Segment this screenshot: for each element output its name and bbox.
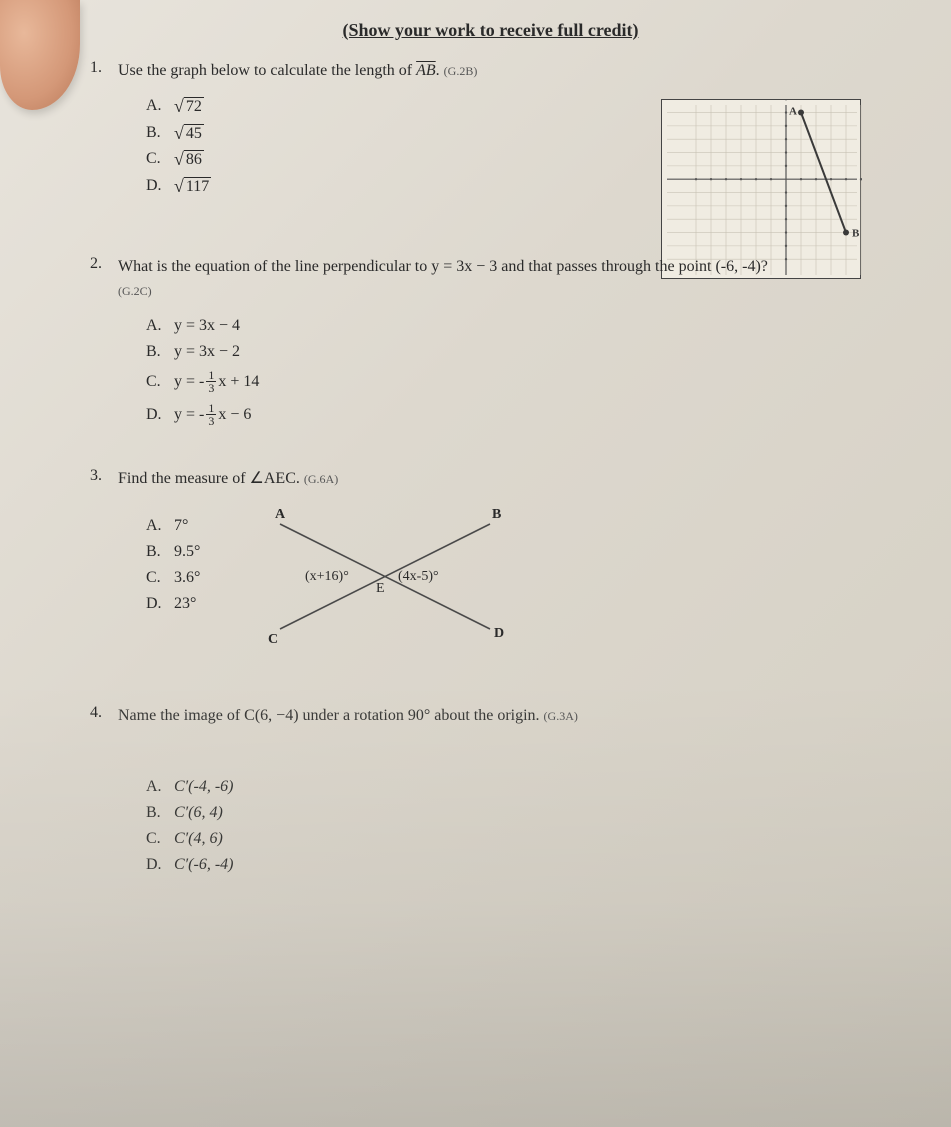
q4-prompt-wrap: Name the image of C(6, −4) under a rotat… [118, 704, 578, 728]
q3-b-text: 9.5° [174, 543, 200, 561]
q2-choice-d: D. y = - 1 3 x − 6 [146, 402, 891, 427]
fraction-icon: 1 3 [206, 402, 216, 427]
q3-number: 3. [90, 467, 118, 485]
q1-d-letter: D. [146, 177, 174, 195]
q4-choice-d: D. C′(-6, -4) [146, 856, 891, 874]
q3-diagram-svg: A B C D E (x+16)° (4x-5)° [230, 499, 530, 649]
svg-text:D: D [494, 626, 504, 641]
q2-standard: (G.2C) [118, 284, 152, 298]
q3-b-letter: B. [146, 543, 174, 561]
svg-text:B: B [852, 228, 860, 240]
q4-choice-b: B. C′(6, 4) [146, 804, 891, 822]
q1-prompt-pre: Use the graph below to calculate the len… [118, 62, 416, 79]
q4-b-text: C′(6, 4) [174, 804, 223, 822]
svg-text:A: A [789, 106, 797, 118]
fraction-icon: 1 3 [206, 369, 216, 394]
q2-c-letter: C. [146, 373, 174, 391]
q2-c-post: x + 14 [218, 373, 259, 391]
q2-prompt: What is the equation of the line perpend… [118, 258, 768, 275]
svg-text:A: A [275, 507, 286, 522]
q4-number: 4. [90, 704, 118, 722]
q4-a-text: C′(-4, -6) [174, 778, 233, 796]
q1-a-radicand: 72 [184, 97, 204, 116]
q1-prompt: Use the graph below to calculate the len… [118, 59, 477, 83]
q1-graph-svg: AB [662, 100, 862, 280]
q4-d-text: C′(-6, -4) [174, 856, 233, 874]
q1-c-letter: C. [146, 150, 174, 168]
q2-number: 2. [90, 255, 118, 273]
q3-d-text: 23° [174, 595, 196, 613]
q3-choice-a: A. 7° [146, 517, 200, 535]
q3-diagram: A B C D E (x+16)° (4x-5)° [230, 499, 530, 654]
q1-graph: AB [661, 99, 861, 279]
question-4: 4. Name the image of C(6, −4) under a ro… [90, 704, 891, 874]
q3-choice-d: D. 23° [146, 595, 200, 613]
q2-d-pre: y = - [174, 406, 204, 424]
question-1: 1. Use the graph below to calculate the … [90, 59, 891, 195]
svg-text:(x+16)°: (x+16)° [305, 569, 349, 584]
q2-d-post: x − 6 [218, 406, 251, 424]
q3-standard: (G.6A) [304, 472, 338, 486]
q2-choice-b: B. y = 3x − 2 [146, 343, 891, 361]
sqrt-icon: √45 [174, 124, 204, 143]
q2-d-letter: D. [146, 406, 174, 424]
q4-choices: A. C′(-4, -6) B. C′(6, 4) C. C′(4, 6) D.… [146, 778, 891, 874]
svg-text:C: C [268, 632, 278, 647]
q4-a-letter: A. [146, 778, 174, 796]
q3-choice-c: C. 3.6° [146, 569, 200, 587]
q3-a-letter: A. [146, 517, 174, 535]
q2-a-letter: A. [146, 317, 174, 335]
q3-a-text: 7° [174, 517, 188, 535]
sqrt-icon: √72 [174, 97, 204, 116]
q1-a-letter: A. [146, 97, 174, 115]
q1-standard: (G.2B) [444, 64, 478, 78]
q3-prompt-wrap: Find the measure of ∠AEC. (G.6A) [118, 467, 338, 491]
q3-c-letter: C. [146, 569, 174, 587]
q1-c-radicand: 86 [184, 150, 204, 169]
question-2: 2. What is the equation of the line perp… [90, 255, 891, 427]
sqrt-icon: √117 [174, 177, 211, 196]
question-3: 3. Find the measure of ∠AEC. (G.6A) A. 7… [90, 467, 891, 654]
q2-choice-c: C. y = - 1 3 x + 14 [146, 369, 891, 394]
q2-b-text: y = 3x − 2 [174, 343, 240, 361]
q4-d-letter: D. [146, 856, 174, 874]
q4-c-text: C′(4, 6) [174, 830, 223, 848]
q2-choices: A. y = 3x − 4 B. y = 3x − 2 C. y = - 1 3… [146, 317, 891, 427]
q2-b-letter: B. [146, 343, 174, 361]
q3-c-text: 3.6° [174, 569, 200, 587]
q4-standard: (G.3A) [544, 709, 578, 723]
q2-prompt-wrap: What is the equation of the line perpend… [118, 255, 768, 303]
q4-choice-c: C. C′(4, 6) [146, 830, 891, 848]
q1-b-letter: B. [146, 124, 174, 142]
page-content: (Show your work to receive full credit) … [0, 0, 951, 954]
q2-choice-a: A. y = 3x − 4 [146, 317, 891, 335]
q1-b-radicand: 45 [184, 124, 204, 143]
q3-choice-b: B. 9.5° [146, 543, 200, 561]
page-header: (Show your work to receive full credit) [90, 20, 891, 41]
q1-d-radicand: 117 [184, 177, 211, 196]
svg-text:E: E [376, 581, 385, 596]
q2-c-pre: y = - [174, 373, 204, 391]
sqrt-icon: √86 [174, 150, 204, 169]
q3-prompt: Find the measure of ∠AEC. [118, 470, 304, 487]
q4-choice-a: A. C′(-4, -6) [146, 778, 891, 796]
q2-c-den: 3 [206, 382, 216, 394]
q3-choices: A. 7° B. 9.5° C. 3.6° D. 23° [146, 509, 200, 621]
q4-b-letter: B. [146, 804, 174, 822]
q4-prompt: Name the image of C(6, −4) under a rotat… [118, 707, 544, 724]
q1-segment: AB [416, 62, 436, 79]
svg-text:B: B [492, 507, 501, 522]
q1-number: 1. [90, 59, 118, 77]
svg-text:(4x-5)°: (4x-5)° [398, 569, 439, 584]
q4-c-letter: C. [146, 830, 174, 848]
q2-d-den: 3 [206, 415, 216, 427]
q2-a-text: y = 3x − 4 [174, 317, 240, 335]
q3-d-letter: D. [146, 595, 174, 613]
q1-prompt-post: . [436, 62, 444, 79]
